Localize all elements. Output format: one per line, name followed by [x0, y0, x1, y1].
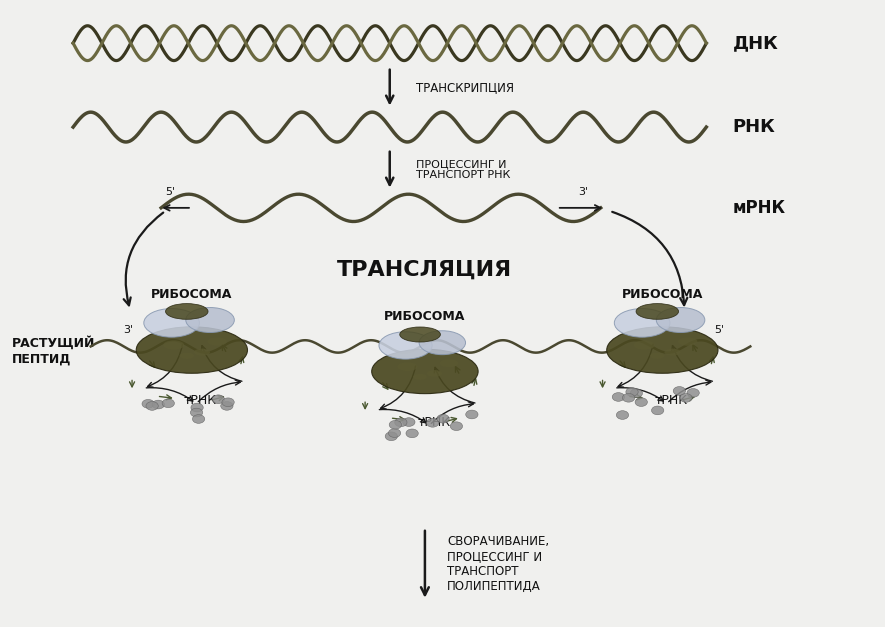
Circle shape: [212, 395, 225, 404]
Text: РНК: РНК: [733, 118, 775, 136]
Circle shape: [142, 399, 154, 408]
Circle shape: [437, 414, 450, 423]
Circle shape: [192, 414, 204, 423]
Ellipse shape: [413, 374, 427, 380]
Circle shape: [687, 389, 699, 398]
Text: тРНК: тРНК: [184, 394, 217, 407]
Ellipse shape: [397, 362, 418, 371]
Ellipse shape: [379, 332, 432, 359]
Circle shape: [635, 398, 648, 406]
Circle shape: [630, 389, 643, 398]
Ellipse shape: [440, 359, 458, 367]
Text: тРНК: тРНК: [417, 416, 450, 429]
Circle shape: [626, 387, 638, 396]
Circle shape: [406, 429, 419, 438]
Ellipse shape: [665, 349, 681, 356]
Text: ТРАНСКРИПЦИЯ: ТРАНСКРИПЦИЯ: [416, 81, 514, 94]
Ellipse shape: [144, 308, 199, 337]
Circle shape: [222, 398, 235, 407]
Ellipse shape: [194, 349, 210, 356]
Ellipse shape: [163, 340, 184, 350]
Circle shape: [162, 399, 174, 408]
Text: 3': 3': [578, 187, 589, 198]
Circle shape: [190, 408, 203, 417]
Circle shape: [616, 411, 628, 419]
Text: 5': 5': [714, 325, 725, 335]
Ellipse shape: [614, 308, 670, 337]
Circle shape: [152, 400, 165, 409]
Ellipse shape: [636, 303, 679, 319]
Ellipse shape: [678, 337, 697, 345]
Text: РАСТУЩИЙ
ПЕПТИД: РАСТУЩИЙ ПЕПТИД: [12, 337, 95, 365]
Ellipse shape: [180, 352, 194, 359]
Text: РИБОСОМА: РИБОСОМА: [384, 310, 466, 323]
Text: РИБОСОМА: РИБОСОМА: [621, 288, 703, 302]
Ellipse shape: [165, 303, 208, 319]
Circle shape: [191, 403, 204, 412]
Ellipse shape: [657, 307, 704, 332]
Ellipse shape: [419, 331, 466, 355]
Circle shape: [220, 401, 233, 410]
Circle shape: [450, 422, 463, 431]
Ellipse shape: [372, 349, 478, 394]
Ellipse shape: [207, 337, 227, 345]
Circle shape: [680, 394, 692, 403]
Circle shape: [427, 418, 439, 427]
Text: 5': 5': [165, 187, 175, 198]
Circle shape: [389, 421, 402, 429]
Ellipse shape: [186, 307, 235, 332]
Ellipse shape: [427, 370, 442, 377]
Circle shape: [403, 418, 415, 426]
Circle shape: [622, 393, 635, 402]
Circle shape: [673, 387, 686, 395]
Circle shape: [389, 429, 401, 438]
Text: ПРОЦЕССИНГ И
ТРАНСПОРТ РНК: ПРОЦЕССИНГ И ТРАНСПОРТ РНК: [416, 159, 511, 181]
Text: ДНК: ДНК: [733, 34, 779, 52]
Text: СВОРАЧИВАНИЕ,
ПРОЦЕССИНГ И
ТРАНСПОРТ
ПОЛИПЕПТИДА: СВОРАЧИВАНИЕ, ПРОЦЕССИНГ И ТРАНСПОРТ ПОЛ…: [447, 535, 549, 593]
Ellipse shape: [650, 352, 665, 359]
Text: РИБОСОМА: РИБОСОМА: [151, 288, 233, 302]
Ellipse shape: [607, 327, 718, 373]
Text: мРНК: мРНК: [733, 199, 786, 217]
Ellipse shape: [400, 327, 441, 342]
Circle shape: [385, 432, 397, 441]
Circle shape: [395, 418, 407, 427]
Circle shape: [651, 406, 664, 414]
Ellipse shape: [136, 327, 248, 373]
Circle shape: [466, 410, 478, 419]
Ellipse shape: [634, 340, 655, 350]
Circle shape: [612, 393, 625, 401]
Circle shape: [146, 402, 158, 410]
Text: ТРАНСЛЯЦИЯ: ТРАНСЛЯЦИЯ: [337, 260, 512, 280]
Text: 3': 3': [124, 325, 134, 335]
Text: тРНК: тРНК: [655, 394, 688, 407]
